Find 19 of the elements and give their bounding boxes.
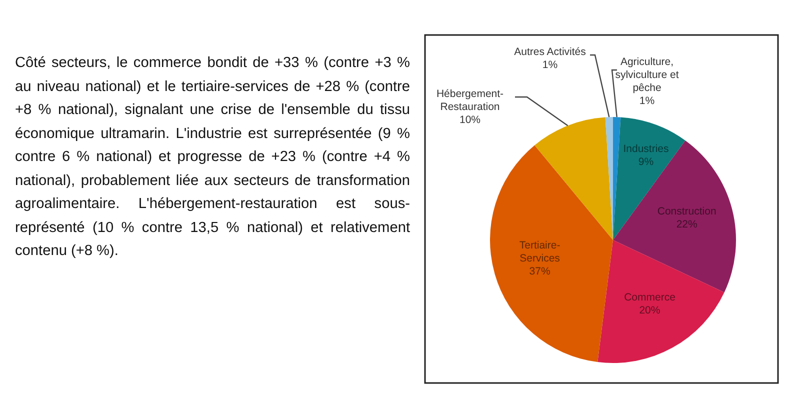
- data-label: 1%: [639, 95, 655, 107]
- data-label: 37%: [529, 265, 550, 278]
- pie-slice: [598, 240, 724, 363]
- data-label: 10%: [459, 114, 481, 126]
- pie-slice: [534, 117, 613, 240]
- data-label: 1%: [542, 59, 558, 71]
- pie-slice: [613, 140, 736, 292]
- slice-label: Industries: [623, 143, 669, 155]
- slice-label: Hébergement-Restauration: [436, 88, 504, 113]
- data-label: 22%: [676, 218, 698, 231]
- data-label: 9%: [638, 156, 654, 168]
- slice-label: Commerce: [624, 291, 676, 304]
- slice-label: Construction: [657, 206, 716, 218]
- pie-slice: [490, 145, 613, 362]
- slice-label: Autres Activités: [514, 46, 586, 58]
- slice-label: Tertiaire-Services: [519, 239, 561, 264]
- text: Côté secteurs, le commerce bondit de +33 % (contre +3 % au niveau national) et le tertiaire-services de +28 % (contre +8 % national), signalant une crise de l'ensemble du tissu économique ultramarin. L'industrie est surreprésentée (9 % contre 6 % national) et progresse de +23 % (contre +4 % national), probablement liée aux secteurs de transformation agroalimentaire. L'hébergement-restauration est sous-représenté (10 % contre 13,5 % national) et relativement contenu (+8 %).: [15, 55, 410, 259]
- data-label: 20%: [639, 304, 660, 316]
- slice-label: Agriculture, sylviculture et pêche: [615, 56, 679, 94]
